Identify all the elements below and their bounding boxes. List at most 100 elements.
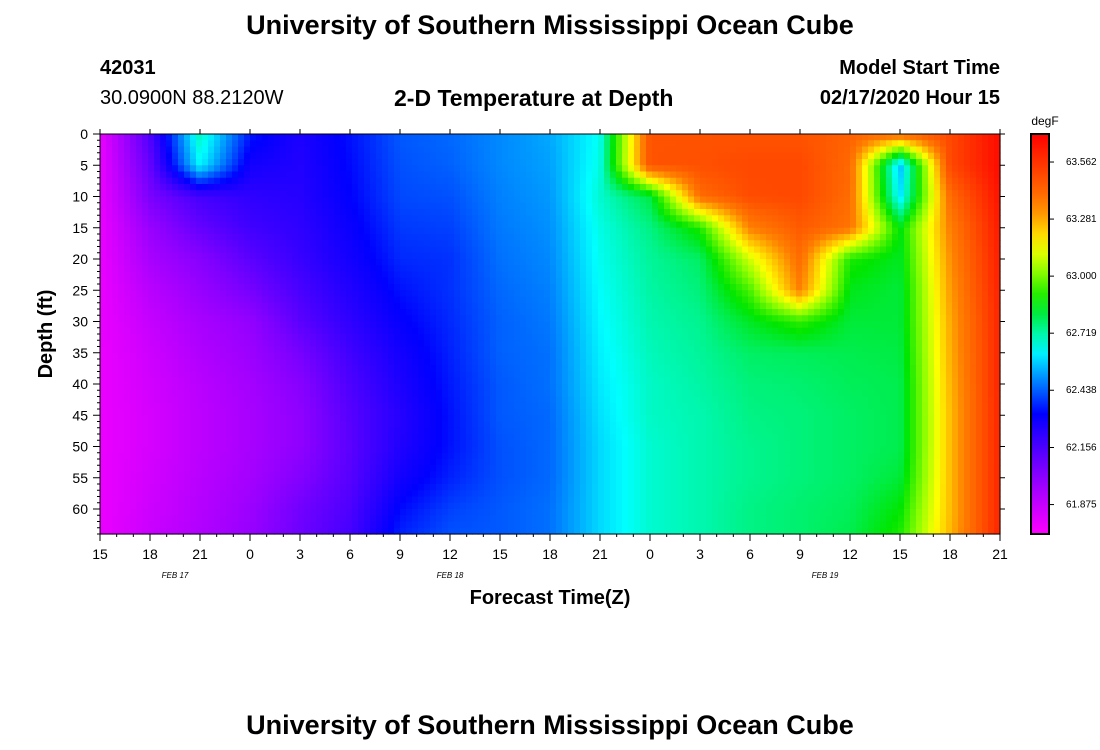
heatmap-cell [562,184,569,191]
heatmap-cell [952,146,959,154]
heatmap-cell [952,209,959,216]
heatmap-cell [178,327,185,335]
heatmap-cell [790,227,797,235]
heatmap-cell [706,177,713,185]
heatmap-cell [196,259,203,266]
heatmap-cell [106,165,113,173]
heatmap-cell [184,146,191,154]
heatmap-cell [790,177,797,185]
heatmap-cell [730,252,737,260]
heatmap-cell [682,259,689,266]
heatmap-cell [202,196,209,204]
heatmap-cell [526,252,533,260]
heatmap-cell [934,321,941,329]
heatmap-cell [346,340,353,348]
heatmap-cell [922,171,929,179]
heatmap-cell [898,290,905,298]
heatmap-cell [898,240,905,248]
heatmap-cell [466,309,473,316]
heatmap-cell [796,290,803,298]
heatmap-cell [226,227,233,235]
heatmap-cell [106,177,113,185]
heatmap-cell [460,177,467,185]
heatmap-cell [832,140,839,148]
heatmap-cell [724,152,731,160]
heatmap-cell [472,215,479,223]
heatmap-cell [364,159,371,166]
heatmap-cell [844,296,851,304]
heatmap-cell [574,309,581,316]
heatmap-cell [568,315,575,323]
heatmap-cell [196,277,203,285]
heatmap-cell [202,327,209,335]
heatmap-cell [220,309,227,316]
heatmap-cell [244,327,251,335]
heatmap-cell [640,309,647,316]
heatmap-cell [766,265,773,273]
heatmap-cell [934,284,941,291]
heatmap-cell [850,271,857,279]
heatmap-cell [514,227,521,235]
heatmap-cell [310,140,317,148]
heatmap-cell [394,177,401,185]
heatmap-cell [592,146,599,154]
heatmap-cell [970,221,977,229]
heatmap-cell [682,184,689,191]
heatmap-cell [652,265,659,273]
heatmap-cell [928,215,935,223]
heatmap-cell [376,240,383,248]
heatmap-cell [964,140,971,148]
heatmap-cell [184,277,191,285]
heatmap-cell [682,171,689,179]
heatmap-cell [826,290,833,298]
heatmap-cell [760,221,767,229]
heatmap-cell [592,252,599,260]
heatmap-cell [766,184,773,191]
heatmap-cell [250,190,257,198]
heatmap-cell [892,209,899,216]
heatmap-cell [634,165,641,173]
heatmap-cell [742,152,749,160]
heatmap-cell [418,259,425,266]
heatmap-cell [544,309,551,316]
heatmap-cell [574,171,581,179]
heatmap-cell [118,302,125,310]
heatmap-cell [568,265,575,273]
heatmap-cell [766,252,773,260]
heatmap-cell [214,184,221,191]
heatmap-cell [814,246,821,254]
heatmap-cell [484,296,491,304]
heatmap-cell [868,202,875,210]
heatmap-cell [238,209,245,216]
heatmap-cell [208,277,215,285]
heatmap-cell [118,159,125,166]
heatmap-cell [802,296,809,304]
heatmap-cell [820,246,827,254]
heatmap-cell [802,271,809,279]
heatmap-cell [448,209,455,216]
heatmap-cell [412,177,419,185]
heatmap-cell [424,165,431,173]
heatmap-cell [868,327,875,335]
heatmap-cell [310,146,317,154]
heatmap-cell [448,171,455,179]
heatmap-cell [862,159,869,166]
heatmap-cell [358,252,365,260]
heatmap-cell [766,221,773,229]
heatmap-cell [814,265,821,273]
heatmap-cell [658,221,665,229]
heatmap-cell [832,177,839,185]
heatmap-cell [406,246,413,254]
heatmap-cell [598,290,605,298]
heatmap-cell [604,152,611,160]
heatmap-cell [694,315,701,323]
heatmap-cell [148,265,155,273]
heatmap-cell [724,134,731,141]
heatmap-cell [406,184,413,191]
heatmap-cell [424,334,431,341]
heatmap-cell [160,315,167,323]
heatmap-cell [754,209,761,216]
heatmap-cell [664,146,671,154]
heatmap-cell [514,302,521,310]
heatmap-cell [664,209,671,216]
